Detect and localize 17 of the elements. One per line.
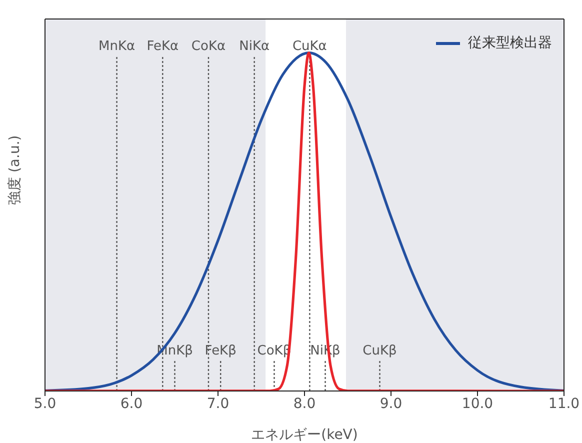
y-axis-title: 強度 (a.u.)	[6, 135, 23, 205]
ref-line-label: CuKα	[292, 39, 327, 54]
x-axis-title: エネルギー(keV)	[251, 427, 358, 443]
ref-line-label: CuKβ	[362, 344, 397, 359]
x-tick-label: 11.0	[548, 396, 580, 412]
ref-line-label: CoKα	[191, 39, 226, 54]
ref-line-label: MnKα	[98, 39, 136, 54]
x-tick-label: 6.0	[120, 396, 143, 412]
x-tick-label: 5.0	[34, 396, 56, 412]
x-tick-label: 8.0	[293, 396, 316, 412]
x-tick-label: 9.0	[380, 396, 402, 412]
legend-label: 従来型検出器	[468, 34, 552, 52]
ref-line-label: FeKβ	[204, 344, 236, 359]
x-tick-label: 7.0	[206, 396, 230, 412]
x-tick-label: 10.0	[462, 396, 494, 412]
ref-line-label: NiKα	[239, 39, 270, 54]
ref-line-label: FeKα	[146, 39, 179, 54]
